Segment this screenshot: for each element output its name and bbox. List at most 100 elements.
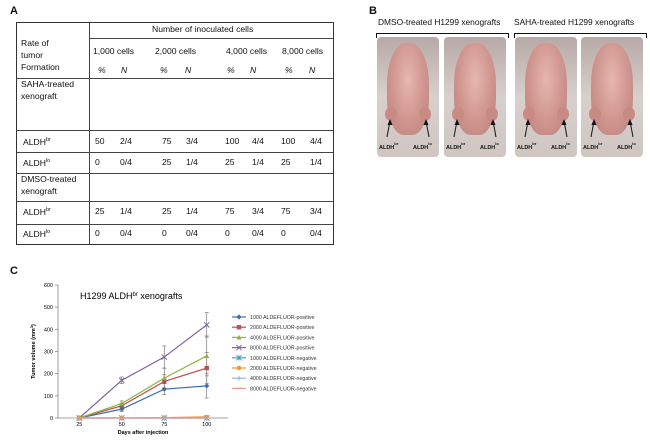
table-cell: 25 xyxy=(95,206,105,216)
y-tick-label: 100 xyxy=(44,394,53,400)
label-aldh-br: ALDHbr xyxy=(379,141,399,151)
table-cell: 100 xyxy=(225,136,240,146)
y-tick-label: 0 xyxy=(50,416,53,422)
dmso-caption: DMSO-treated H1299 xenografts xyxy=(378,17,501,27)
table-cell: 0/4 xyxy=(310,228,322,238)
table-cell: 0 xyxy=(225,228,230,238)
label-aldh-lo: ALDHlo xyxy=(413,141,432,151)
subheader-pct: % xyxy=(98,65,106,75)
mouse-photo: ALDHbr ALDHlo xyxy=(377,37,439,157)
section-title-dmso-line1: DMSO-treated xyxy=(21,174,77,184)
y-tick-label: 500 xyxy=(44,305,53,311)
arrow-icon xyxy=(524,119,568,138)
table-cell: 100 xyxy=(281,136,296,146)
x-tick-label: 25 xyxy=(76,422,82,428)
table-cell: 0 xyxy=(281,228,286,238)
column-header-1000: 1,000 cells xyxy=(93,46,135,56)
x-tick-label: 75 xyxy=(161,422,167,428)
mouse-photo: ALDHbr ALDHlo xyxy=(581,37,643,157)
table-row-header-line3: Formation xyxy=(21,62,60,72)
subheader-pct: % xyxy=(160,65,168,75)
section-title-saha-line2: xenograft xyxy=(21,91,57,101)
data-point xyxy=(236,325,242,330)
table-cell: 3/4 xyxy=(310,206,322,216)
series-line xyxy=(79,355,208,419)
legend-label: 4000 ALDEFLUOR-negative xyxy=(250,376,317,382)
data-point xyxy=(236,375,242,381)
row-label-aldh-lo: ALDHlo xyxy=(23,158,51,168)
panel-label-c: C xyxy=(10,265,18,277)
table-cell: 50 xyxy=(95,136,105,146)
subheader-n: N xyxy=(121,65,128,75)
column-header-4000: 4,000 cells xyxy=(226,46,268,56)
label-aldh-br: ALDHbr xyxy=(517,141,537,151)
table-cell: 0/4 xyxy=(186,228,198,238)
x-tick-label: 100 xyxy=(202,422,211,428)
legend-label: 2000 ALDEFLUOR-negative xyxy=(250,366,317,372)
table-cell: 25 xyxy=(225,157,235,167)
data-point xyxy=(119,406,125,412)
section-title-dmso-line2: xenograft xyxy=(21,186,57,196)
dmso-bracket xyxy=(376,33,509,38)
label-aldh-br: ALDHbr xyxy=(446,141,466,151)
table-cell: 2/4 xyxy=(120,136,132,146)
section-title-saha-line1: SAHA-treated xyxy=(21,79,75,89)
legend-label: 1000 ALDEFLUOR-positive xyxy=(250,315,315,321)
data-point xyxy=(236,365,242,371)
x-axis-label: Days after injection xyxy=(118,430,169,436)
legend-label: 1000 ALDEFLUOR-negative xyxy=(250,356,317,362)
table-cell: 25 xyxy=(162,157,172,167)
table-cell: 4/4 xyxy=(310,136,322,146)
table-cell: 75 xyxy=(281,206,291,216)
data-point xyxy=(236,314,242,320)
y-tick-label: 200 xyxy=(44,372,53,378)
table-cell: 3/4 xyxy=(252,206,264,216)
column-header-2000: 2,000 cells xyxy=(155,46,197,56)
table-cell: 1/4 xyxy=(186,206,198,216)
table-cell: 0/4 xyxy=(120,228,132,238)
table-cell: 1/4 xyxy=(186,157,198,167)
data-point xyxy=(118,377,125,384)
label-aldh-lo: ALDHlo xyxy=(617,141,636,151)
arrow-icon xyxy=(590,119,634,138)
table-group-header: Number of inoculated cells xyxy=(152,24,254,34)
series-line xyxy=(79,367,207,419)
data-point xyxy=(161,375,167,381)
table-cell: 0 xyxy=(162,228,167,238)
row-label-aldh-lo: ALDHlo xyxy=(23,229,51,239)
table-cell: 0/4 xyxy=(120,157,132,167)
data-point xyxy=(119,400,125,406)
y-tick-label: 600 xyxy=(44,283,53,289)
chart-title: H1299 ALDHbr xenografts xyxy=(80,291,183,301)
table-cell: 75 xyxy=(162,136,172,146)
subheader-n: N xyxy=(185,65,192,75)
data-point xyxy=(236,344,242,351)
arrow-icon xyxy=(453,119,497,138)
tumor-formation-table: Number of inoculated cells Rate of tumor… xyxy=(16,22,334,245)
arrow-icon xyxy=(386,119,430,138)
table-cell: 4/4 xyxy=(252,136,264,146)
panel-label-a: A xyxy=(10,5,18,17)
table-cell: 3/4 xyxy=(186,136,198,146)
data-point xyxy=(236,334,242,340)
subheader-n: N xyxy=(309,65,316,75)
row-label-aldh-br: ALDHbr xyxy=(23,207,51,217)
legend-label: 2000 ALDEFLUOR-positive xyxy=(250,325,315,331)
data-point xyxy=(203,321,210,328)
y-tick-label: 300 xyxy=(44,350,53,356)
data-point xyxy=(161,354,168,360)
table-cell: 25 xyxy=(162,206,172,216)
table-cell: 75 xyxy=(225,206,235,216)
label-aldh-br: ALDHbr xyxy=(583,141,603,151)
table-cell: 1/4 xyxy=(252,157,264,167)
table-row-header-line1: Rate of xyxy=(21,38,49,48)
data-point xyxy=(204,383,210,389)
label-aldh-lo: ALDHlo xyxy=(551,141,570,151)
label-aldh-lo: ALDHlo xyxy=(480,141,499,151)
column-header-8000: 8,000 cells xyxy=(282,46,324,56)
subheader-n: N xyxy=(250,65,257,75)
y-axis-label: Tumor volume (mm3) xyxy=(29,324,37,379)
series-line xyxy=(79,385,207,419)
series-line xyxy=(78,324,208,419)
